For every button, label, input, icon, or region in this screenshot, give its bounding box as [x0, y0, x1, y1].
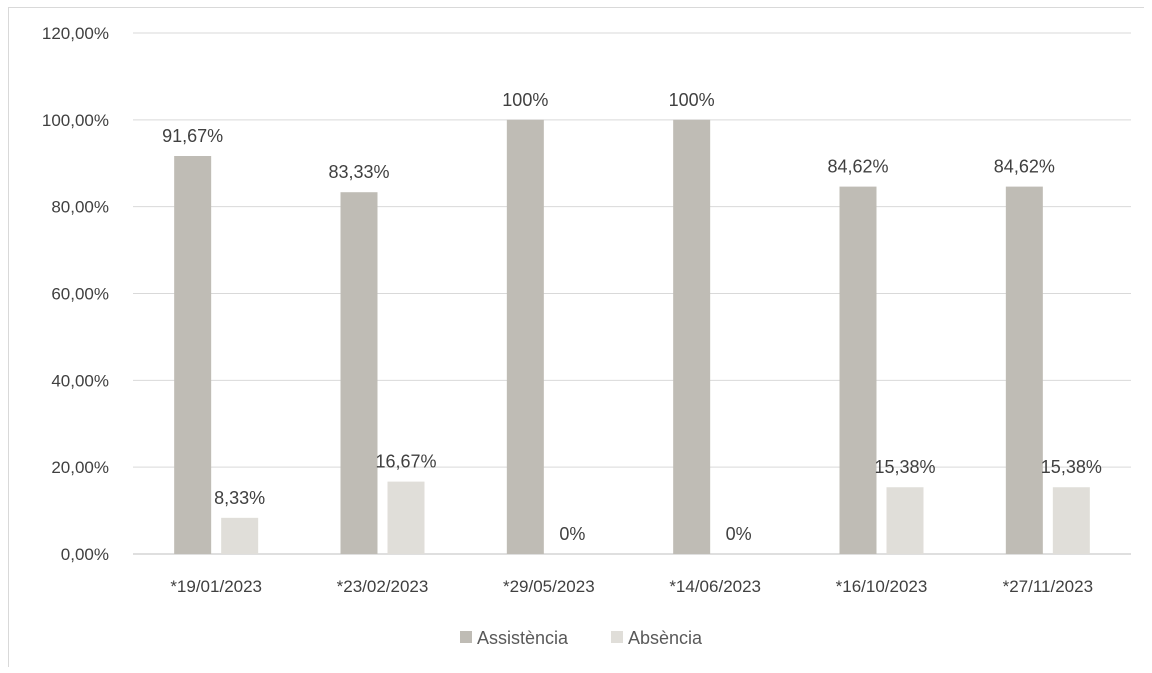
x-tick-label: *16/10/2023 [836, 577, 928, 596]
data-label: 0% [726, 524, 752, 544]
bar-absencia [1052, 487, 1090, 554]
x-tick-label: *19/01/2023 [170, 577, 262, 596]
legend-swatch [460, 631, 472, 643]
bar-assistencia [340, 192, 378, 554]
y-tick-label: 80,00% [51, 198, 109, 217]
legend: Assistència Absència [460, 628, 703, 648]
x-tick-label: *14/06/2023 [669, 577, 761, 596]
bar-assistencia [174, 155, 212, 554]
x-tick-label: *23/02/2023 [337, 577, 429, 596]
gridlines [133, 32, 1131, 555]
legend-label: Absència [628, 628, 703, 648]
x-tick-label: *29/05/2023 [503, 577, 595, 596]
x-axis-tick-labels: *19/01/2023 *23/02/2023 *29/05/2023 *14/06/… [170, 577, 1093, 596]
data-label: 84,62% [994, 157, 1055, 177]
legend-label: Assistència [477, 628, 569, 648]
chart-frame [8, 7, 1144, 667]
data-label: 100% [669, 90, 715, 110]
y-axis-tick-labels: 0,00% 20,00% 40,00% 60,00% 80,00% 100,00% 120,… [42, 24, 109, 564]
data-label: 16,67% [375, 452, 436, 472]
x-tick-label: *27/11/2023 [1003, 577, 1093, 596]
data-label: 15,38% [1041, 457, 1102, 477]
bar-absencia [387, 481, 425, 554]
y-tick-label: 40,00% [51, 371, 109, 390]
y-tick-label: 20,00% [51, 458, 109, 477]
bar-assistencia [506, 119, 544, 554]
data-label: 15,38% [874, 457, 935, 477]
y-tick-label: 120,00% [42, 24, 109, 43]
bar-absencia [221, 517, 259, 554]
bar-absencia [886, 487, 924, 554]
data-label: 0% [559, 524, 585, 544]
bars [174, 119, 1090, 555]
legend-swatch [611, 631, 623, 643]
bar-assistencia [839, 186, 877, 555]
bar-assistencia [1005, 186, 1043, 555]
data-label: 100% [502, 90, 548, 110]
data-label: 8,33% [214, 488, 265, 508]
data-label: 83,33% [328, 162, 389, 182]
data-label: 84,62% [827, 157, 888, 177]
data-labels: 91,67% 8,33% 83,33% 16,67% 100% 0% 100% 0% 84,62… [162, 90, 1102, 544]
y-tick-label: 60,00% [51, 285, 109, 304]
y-tick-label: 0,00% [61, 545, 109, 564]
data-label: 91,67% [162, 126, 223, 146]
bar-assistencia [673, 119, 711, 554]
y-tick-label: 100,00% [42, 111, 109, 130]
